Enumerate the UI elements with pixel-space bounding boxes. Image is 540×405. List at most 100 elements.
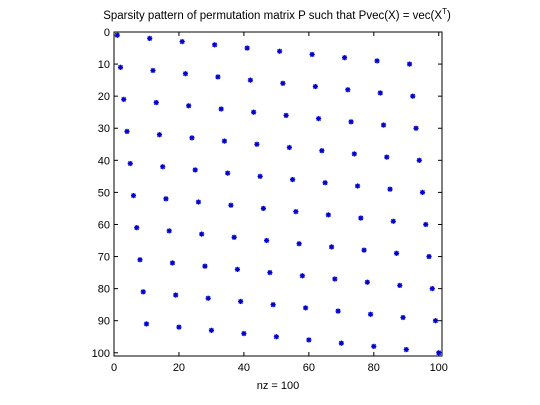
data-point [160, 164, 166, 170]
data-point [277, 48, 283, 54]
plot-area [113, 31, 443, 357]
data-point [186, 103, 192, 109]
data-point [403, 346, 409, 353]
data-point [166, 228, 172, 234]
data-point [156, 132, 163, 138]
data-point [286, 144, 292, 151]
data-point [315, 116, 322, 122]
data-point [121, 96, 127, 102]
data-point [374, 58, 380, 64]
data-point [270, 302, 276, 308]
data-point [345, 87, 351, 93]
data-point [225, 170, 231, 176]
data-point [199, 231, 205, 237]
data-point [380, 122, 387, 128]
data-point [189, 135, 195, 141]
title-superscript: T [442, 7, 447, 16]
data-point [429, 286, 435, 292]
y-tick-label: 40 [98, 155, 110, 167]
y-axis: 0 10 20 30 40 50 60 70 80 90 100 [92, 27, 442, 360]
data-point [150, 67, 156, 74]
data-point [410, 93, 416, 99]
data-point [306, 337, 312, 343]
data-point [338, 340, 344, 346]
data-point [371, 343, 377, 349]
data-point [140, 289, 146, 295]
y-tick-label: 70 [98, 252, 110, 264]
y-tick-label: 0 [104, 27, 110, 39]
data-point [299, 273, 305, 279]
data-point [143, 321, 150, 327]
data-point [423, 221, 429, 228]
data-point [319, 148, 325, 154]
data-point [309, 51, 315, 58]
data-point [130, 193, 137, 199]
data-point [244, 45, 250, 51]
x-tick-label: 20 [173, 362, 185, 374]
x-tick-label: 60 [303, 362, 315, 374]
y-tick-label: 20 [98, 91, 110, 103]
chart-title: Sparsity pattern of permutation matrix P… [103, 7, 451, 22]
data-point [293, 209, 299, 215]
data-point [384, 154, 390, 160]
data-point [351, 151, 357, 157]
data-point [332, 276, 338, 282]
data-point [273, 334, 279, 340]
data-point [328, 244, 335, 250]
data-point [280, 80, 286, 86]
data-point [322, 180, 328, 186]
data-point [267, 269, 273, 276]
title-main: Sparsity pattern of permutation matrix P… [103, 10, 442, 22]
x-tick-label: 0 [111, 362, 117, 374]
data-point [367, 311, 374, 317]
y-tick-label: 50 [98, 187, 110, 199]
y-tick-label: 30 [98, 123, 110, 135]
data-point [361, 247, 367, 253]
data-point [169, 260, 176, 266]
y-tick-label: 90 [98, 316, 110, 328]
y-tick-label: 60 [98, 219, 110, 231]
data-point [176, 324, 182, 330]
y-tick-label: 80 [98, 284, 110, 296]
data-point [163, 196, 169, 202]
data-point [390, 218, 396, 224]
data-point [147, 35, 153, 42]
data-point [303, 305, 309, 311]
x-tick-label: 40 [238, 362, 250, 374]
data-point [241, 330, 247, 337]
data-point [296, 241, 302, 247]
data-point [377, 90, 383, 96]
data-point [325, 212, 331, 218]
y-tick-label: 10 [98, 59, 110, 71]
x-axis-label: nz = 100 [257, 380, 300, 392]
data-point [254, 141, 260, 147]
data-point [341, 55, 348, 61]
x-tick-label: 80 [368, 362, 380, 374]
data-point [387, 186, 393, 192]
data-point [218, 106, 224, 112]
data-point [173, 292, 179, 298]
data-point [182, 71, 189, 77]
data-point [397, 282, 403, 289]
data-point [393, 250, 400, 256]
data-point [231, 234, 237, 240]
data-point [358, 215, 364, 221]
x-axis: 0 20 40 60 80 100 [111, 32, 448, 374]
data-point [205, 295, 211, 301]
data-point [202, 263, 208, 269]
data-point [400, 314, 406, 321]
data-point [335, 308, 341, 314]
title-end: ) [447, 10, 451, 22]
data-point [195, 199, 202, 205]
data-point [283, 112, 289, 119]
data-point [124, 128, 130, 135]
data-point [348, 119, 354, 125]
data-point [251, 109, 257, 115]
data-point [413, 125, 419, 131]
data-point [234, 266, 241, 272]
data-point [114, 32, 120, 38]
data-point [290, 176, 296, 183]
x-tick-label: 100 [430, 362, 448, 374]
data-point [257, 173, 263, 179]
